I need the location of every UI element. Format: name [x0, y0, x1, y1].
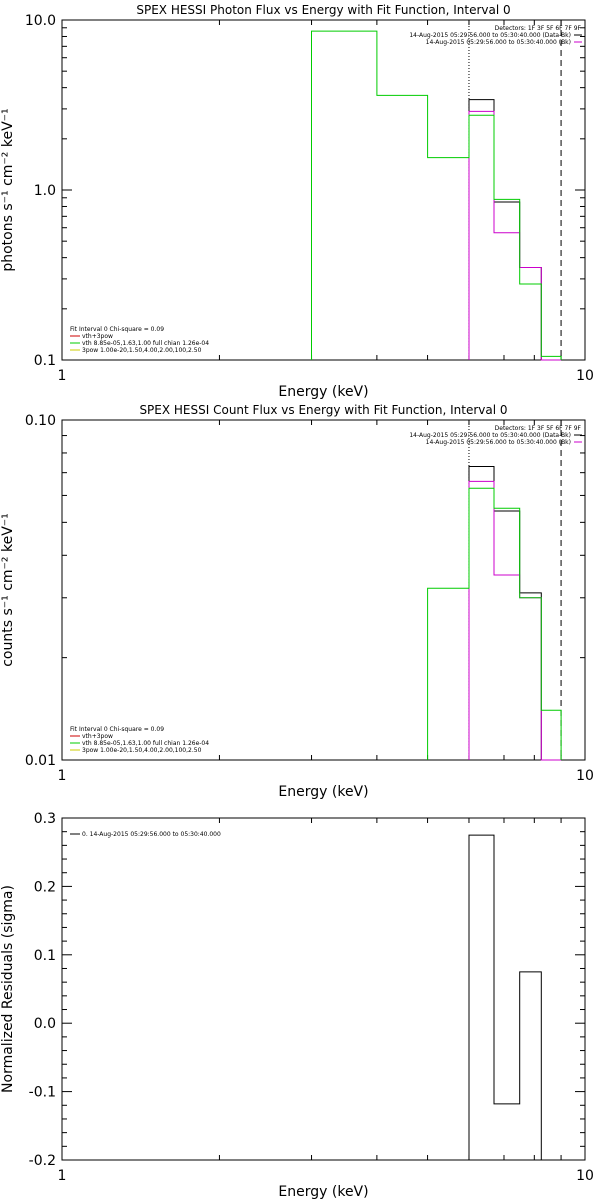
plot-frame	[61, 419, 586, 761]
legend-right-entry: 14-Aug-2015 05:29:56.000 to 05:30:40.000…	[409, 32, 571, 39]
chart-panel-1: SPEX HESSI Photon Flux vs Energy with Fi…	[0, 3, 594, 400]
legend-right-entry: 14-Aug-2015 05:29:56.000 to 05:30:40.000…	[426, 39, 571, 46]
series-step-line	[468, 99, 542, 360]
series-step-line	[427, 487, 562, 760]
legend-left-entry: vth 8.85e-05,1.63,1.00 full chian 1.26e-…	[82, 740, 209, 747]
x-tick-label: 1	[58, 368, 67, 384]
y-tick-label: 1.0	[34, 183, 56, 199]
x-tick-label: 1	[58, 768, 67, 784]
y-axis-label: Normalized Residuals (sigma)	[0, 885, 16, 1093]
series-step-line	[311, 30, 562, 360]
legend-right-entry: 14-Aug-2015 05:29:56.000 to 05:30:40.000…	[426, 439, 571, 446]
y-axis-label: photons s⁻¹ cm⁻² keV⁻¹	[0, 108, 16, 271]
y-tick-label: 0.1	[34, 948, 56, 964]
y-tick-label: 0.0	[34, 1016, 56, 1032]
y-tick-label: -0.2	[29, 1153, 56, 1169]
series-step-line	[468, 110, 562, 361]
series-step-line	[468, 834, 542, 1160]
x-axis-label: Energy (keV)	[278, 384, 368, 400]
legend-left-entry: vth+3pow	[82, 733, 113, 740]
series-step-line	[468, 480, 562, 761]
legend-right-entry: 14-Aug-2015 05:29:56.000 to 05:30:40.000…	[409, 432, 571, 439]
x-axis-label: Energy (keV)	[278, 784, 368, 800]
y-tick-label: 0.10	[25, 413, 56, 429]
x-tick-label: 10	[576, 368, 594, 384]
plot-frame	[61, 19, 586, 361]
legend-right-entry: Detectors: 1F 3F 5F 6F 7F 9F	[495, 25, 582, 32]
y-tick-label: 0.1	[34, 353, 56, 369]
legend-left-entry: Fit Interval 0 Chi-square = 0.09	[70, 326, 164, 333]
y-axis-label: counts s⁻¹ cm⁻² keV⁻¹	[0, 513, 16, 667]
y-tick-label: 10.0	[25, 13, 56, 29]
legend-left-entry: 3pow 1.00e-20,1.50,4.00,2.00,100,2.50	[82, 747, 202, 754]
legend-left-entry: 3pow 1.00e-20,1.50,4.00,2.00,100,2.50	[82, 347, 202, 354]
series-step-line	[468, 466, 542, 760]
legend-left-entry: vth+3pow	[82, 333, 113, 340]
x-tick-label: 10	[576, 1168, 594, 1184]
legend-right-entry: Detectors: 1F 3F 5F 6F 7F 9F	[495, 425, 582, 432]
chart-title: SPEX HESSI Photon Flux vs Energy with Fi…	[136, 3, 510, 17]
y-tick-label: 0.01	[25, 753, 56, 769]
chart-panel-2: SPEX HESSI Count Flux vs Energy with Fit…	[0, 403, 594, 800]
chart-title: SPEX HESSI Count Flux vs Energy with Fit…	[139, 403, 507, 417]
x-tick-label: 10	[576, 768, 594, 784]
y-tick-label: -0.1	[29, 1085, 56, 1101]
x-tick-label: 1	[58, 1168, 67, 1184]
legend-left-entry: Fit Interval 0 Chi-square = 0.09	[70, 726, 164, 733]
legend-left-entry: 0. 14-Aug-2015 05:29:56.000 to 05:30:40.…	[82, 831, 221, 838]
x-axis-label: Energy (keV)	[278, 1184, 368, 1200]
plot-frame	[61, 817, 586, 1161]
y-tick-label: 0.3	[34, 811, 56, 827]
y-tick-label: 0.2	[34, 879, 56, 895]
legend-left-entry: vth 8.85e-05,1.63,1.00 full chian 1.26e-…	[82, 340, 209, 347]
chart-panel-3: 1 10 -0.2 -0.1 0.0 0.1 0.2 0.3 Energy (keV) Norma…	[0, 811, 594, 1200]
